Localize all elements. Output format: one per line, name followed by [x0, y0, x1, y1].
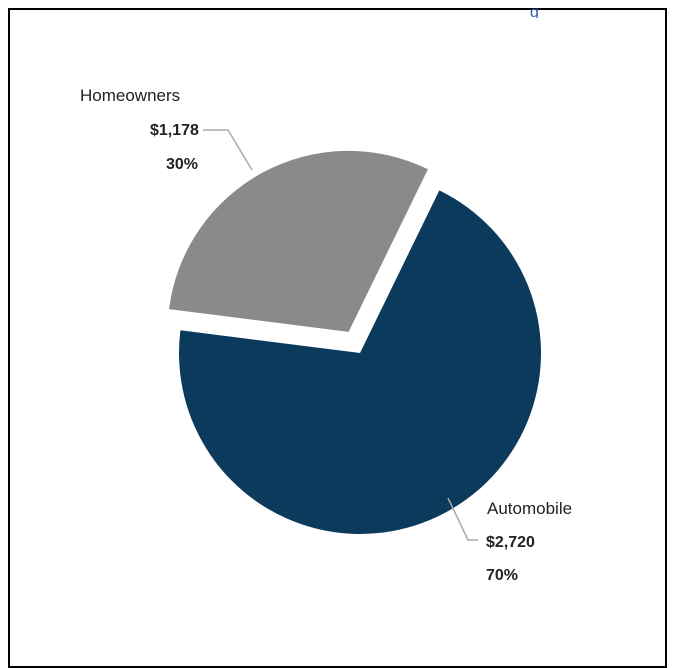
label-value-automobile: $2,720 — [486, 534, 535, 551]
label-percent-homeowners: 30% — [166, 156, 198, 173]
pie-slice-automobile — [179, 190, 542, 534]
cropped-header-text: g — [530, 4, 539, 18]
chart-frame: g — [8, 4, 667, 668]
label-name-homeowners: Homeowners — [80, 86, 180, 105]
leader-line-automobile — [447, 497, 478, 541]
leader-line-homeowners — [203, 129, 253, 171]
label-name-automobile: Automobile — [487, 499, 572, 518]
label-value-homeowners: $1,178 — [150, 122, 199, 139]
label-percent-automobile: 70% — [486, 567, 518, 584]
pie-slice-homeowners — [169, 150, 428, 332]
